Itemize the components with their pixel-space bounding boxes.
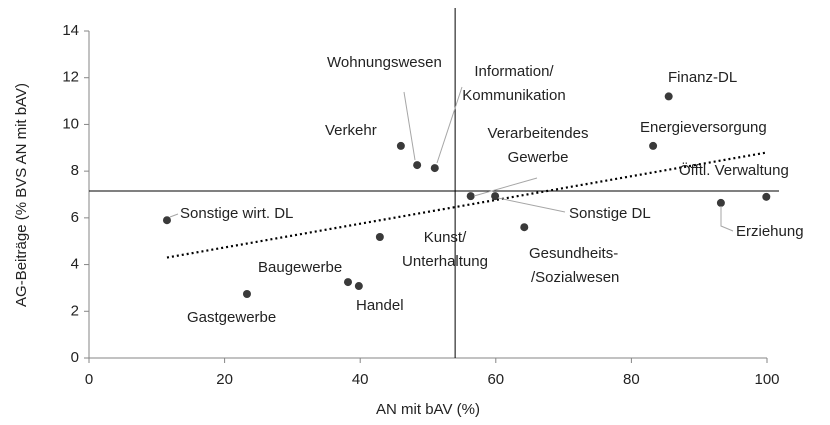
point-label: Unterhaltung	[402, 253, 488, 270]
point-label: Erziehung	[736, 223, 804, 240]
point	[396, 141, 405, 150]
point	[716, 198, 725, 207]
point-label: Gastgewerbe	[187, 309, 276, 326]
trendline	[166, 151, 768, 259]
point-label: Verarbeitendes	[488, 125, 589, 142]
y-tick-label: 14	[62, 22, 79, 39]
point-label: Sonstige wirt. DL	[180, 205, 293, 222]
point-label: Kommunikation	[462, 87, 565, 104]
x-tick-label: 20	[216, 371, 233, 388]
point	[491, 192, 500, 201]
point	[520, 223, 529, 232]
point-label: Sonstige DL	[569, 205, 651, 222]
point-label: Kunst/	[424, 229, 467, 246]
y-tick-label: 0	[71, 349, 79, 366]
point	[162, 216, 171, 225]
x-axis-title: AN mit bAV (%)	[376, 401, 480, 418]
point	[413, 161, 422, 170]
y-tick-label: 2	[71, 302, 79, 319]
point	[664, 92, 673, 101]
point	[649, 141, 658, 150]
leader-line	[720, 206, 734, 232]
point-label: Information/	[474, 63, 554, 80]
point-label: Verkehr	[325, 122, 377, 139]
y-tick-label: 8	[71, 162, 79, 179]
point-label: Gewerbe	[508, 149, 569, 166]
point	[430, 164, 439, 173]
leader-line	[497, 197, 566, 213]
x-tick-label: 40	[352, 371, 369, 388]
y-tick-label: 12	[62, 69, 79, 86]
point-label: Baugewerbe	[258, 259, 342, 276]
point	[242, 290, 251, 299]
point	[466, 192, 475, 201]
x-tick-label: 80	[623, 371, 640, 388]
point-label: Energieversorgung	[640, 119, 767, 136]
point-label: Wohnungswesen	[327, 54, 442, 71]
leader-line	[436, 86, 463, 164]
point	[354, 282, 363, 291]
point	[343, 278, 352, 287]
y-tick-label: 4	[71, 256, 79, 273]
y-tick-label: 10	[62, 115, 79, 132]
x-tick-label: 60	[487, 371, 504, 388]
point	[762, 192, 771, 201]
x-tick-label: 0	[85, 371, 93, 388]
x-tick-label: 100	[754, 371, 779, 388]
y-tick-label: 6	[71, 209, 79, 226]
leader-line	[403, 91, 416, 161]
y-axis-title: AG-Beiträge (% BVS AN mit bAV)	[13, 83, 30, 307]
point-label: Handel	[356, 297, 404, 314]
point-label: Gesundheits-	[529, 245, 618, 262]
point-label: /Sozialwesen	[531, 269, 619, 286]
point-label: Finanz-DL	[668, 69, 737, 86]
leader-line	[169, 213, 179, 218]
point-label: Öfftl. Verwaltung	[679, 161, 789, 179]
leader-line	[473, 177, 538, 197]
point	[375, 233, 384, 242]
